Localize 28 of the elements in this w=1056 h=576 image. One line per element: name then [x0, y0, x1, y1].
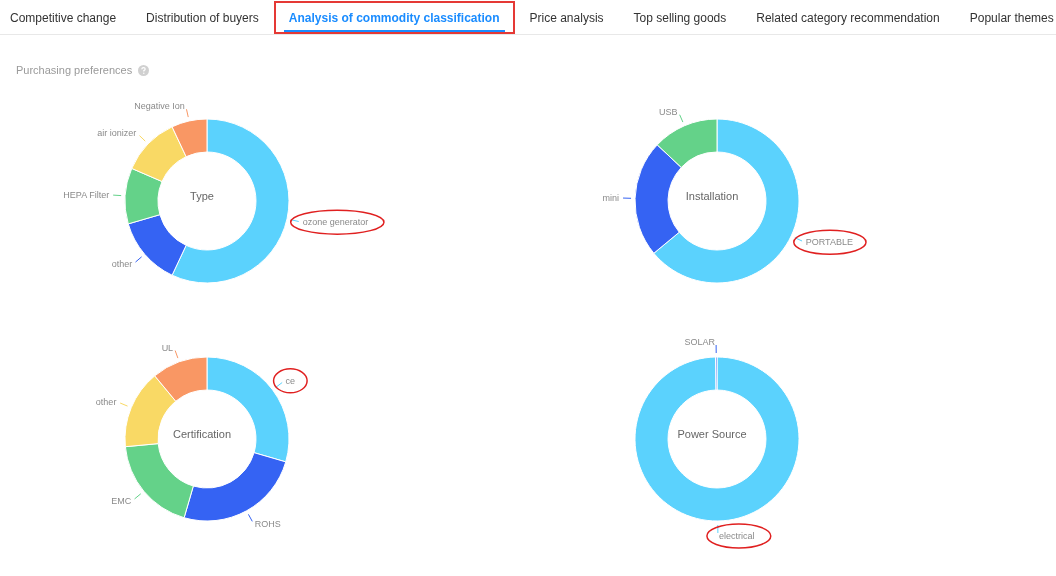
slice-label: air ionizer: [97, 128, 137, 139]
text: Competitive change: [10, 10, 117, 25]
slice-label: UL: [161, 342, 174, 353]
text: Purchasing preferences: [16, 64, 133, 76]
slice-label: other: [111, 259, 133, 269]
slice-label: Negative Ion: [134, 101, 185, 112]
text: Certification: [171, 427, 233, 442]
text: Related category recommendation: [756, 10, 940, 25]
text: Installation: [684, 189, 740, 204]
slice-label: electrical: [718, 531, 755, 541]
text: Top selling goods: [633, 10, 727, 25]
slice-label: PORTABLE: [805, 237, 853, 248]
text: Analysis of commodity classification: [288, 10, 500, 25]
slice-label: SOLAR: [684, 337, 716, 347]
text: Popular themes: [969, 10, 1054, 25]
text: Type: [189, 189, 215, 204]
text: Distribution of buyers: [146, 10, 259, 25]
slice-label: other: [95, 396, 117, 407]
slice-label: ozone generator: [302, 217, 369, 228]
slice-label: ce: [285, 375, 296, 386]
text: Power Source: [676, 427, 748, 442]
text: Price analysis: [529, 10, 604, 25]
slice-label: ROHS: [254, 519, 281, 529]
slice-label: EMC: [111, 495, 132, 506]
slice-label: HEPA Filter: [63, 189, 110, 200]
slice-label: USB: [658, 106, 678, 117]
donut-slice: [634, 356, 800, 522]
slice-label: mini: [602, 192, 620, 203]
